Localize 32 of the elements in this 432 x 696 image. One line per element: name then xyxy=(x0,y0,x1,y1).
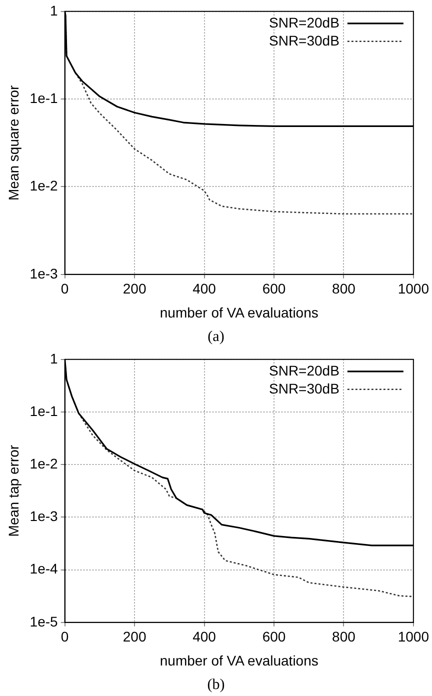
y-tick-label: 1e-1 xyxy=(30,402,58,419)
x-tick-label: 1000 xyxy=(398,280,430,297)
x-tick-label: 0 xyxy=(60,280,69,297)
x-tick-label: 800 xyxy=(332,280,356,297)
x-tick-label: 200 xyxy=(122,628,146,645)
x-tick-label: 200 xyxy=(122,280,146,297)
x-tick-label: 400 xyxy=(192,280,216,297)
y-tick-label: 1e-2 xyxy=(30,178,58,194)
x-tick-label: 400 xyxy=(192,628,216,645)
y-tick-label: 1e-1 xyxy=(30,90,58,106)
text: (a) xyxy=(206,328,226,347)
x-tick-label: 600 xyxy=(262,628,286,645)
y-tick-label: 1 xyxy=(50,350,58,366)
legend-label: SNR=30dB xyxy=(268,380,340,396)
text: (b) xyxy=(206,676,226,695)
y-tick-label: 1e-5 xyxy=(30,613,58,630)
x-tick-label: 800 xyxy=(332,628,356,645)
x-axis-title: number of VA evaluations xyxy=(160,652,318,668)
y-tick-label: 1e-4 xyxy=(30,560,58,577)
legend-label: SNR=20dB xyxy=(268,362,340,378)
y-tick-label: 1e-3 xyxy=(30,508,58,524)
y-tick-label: 1e-3 xyxy=(30,265,58,282)
y-axis-title: Mean tap error xyxy=(5,444,22,537)
x-tick-label: 600 xyxy=(262,280,286,297)
y-tick-label: 1e-2 xyxy=(30,455,58,472)
y-tick-label: 1 xyxy=(50,2,58,18)
x-tick-label: 0 xyxy=(60,628,69,645)
y-axis-title: Mean square error xyxy=(5,84,22,200)
x-axis-title: number of VA evaluations xyxy=(160,304,318,320)
legend-label: SNR=30dB xyxy=(268,32,340,48)
x-tick-label: 1000 xyxy=(398,628,430,645)
legend-label: SNR=20dB xyxy=(268,14,340,30)
